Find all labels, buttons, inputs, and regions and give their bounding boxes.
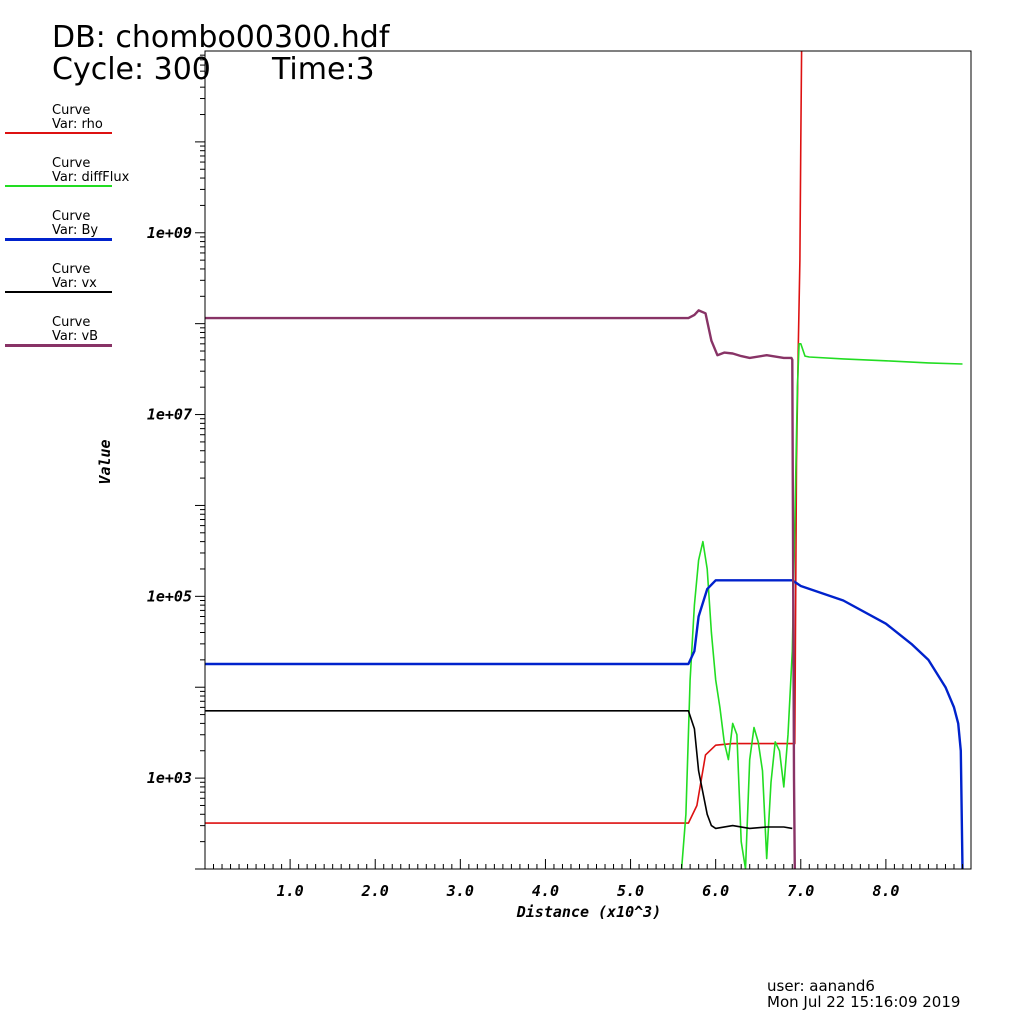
- legend-swatch: [5, 132, 112, 134]
- y-tick-label: 1e+09: [147, 224, 192, 242]
- legend-swatch: [5, 185, 112, 187]
- legend-var: Var: vx: [52, 276, 97, 291]
- x-axis: 1.0 2.0 3.0 4.0 5.0 6.0 7.0 8.0: [213, 859, 972, 900]
- legend-var: Var: rho: [52, 117, 103, 132]
- x-tick-label: 4.0: [532, 882, 559, 900]
- legend-title: Curve: [52, 315, 91, 330]
- x-tick-label: 3.0: [446, 882, 474, 900]
- footer-date: Mon Jul 22 15:16:09 2019: [767, 993, 961, 1011]
- db-label: DB: chombo00300.hdf: [52, 20, 390, 55]
- x-tick-label: 1.0: [277, 882, 304, 900]
- legend-title: Curve: [52, 262, 91, 277]
- legend-title: Curve: [52, 103, 91, 118]
- x-tick-label: 7.0: [787, 882, 814, 900]
- plot-frame: [204, 50, 972, 870]
- series-layer: [205, 51, 964, 869]
- y-axis-title: Value: [96, 439, 114, 484]
- series-line-vx: [205, 709, 793, 830]
- x-tick-label: 6.0: [702, 882, 729, 900]
- y-tick-label: 1e+03: [147, 769, 192, 787]
- x-tick-label: 2.0: [361, 882, 389, 900]
- y-tick-label: 1e+07: [147, 406, 192, 424]
- series-line-vb: [205, 309, 796, 869]
- legend-var: Var: By: [52, 223, 99, 238]
- footer-user: user: aanand6: [767, 977, 875, 995]
- time-label: Time:3: [272, 52, 375, 87]
- legend-var: Var: diffFlux: [52, 170, 130, 185]
- y-axis: 1e+03 1e+05 1e+07 1e+09: [147, 54, 205, 870]
- cycle-label: Cycle: 300: [52, 52, 211, 87]
- x-tick-label: 5.0: [617, 882, 644, 900]
- series-line-diffflux: [680, 342, 963, 869]
- legend-title: Curve: [52, 209, 91, 224]
- legend-swatch: [5, 238, 112, 241]
- legend-title: Curve: [52, 156, 91, 171]
- legend-swatch: [5, 344, 112, 347]
- legend-swatch: [5, 291, 112, 293]
- series-line-by: [205, 579, 964, 869]
- y-tick-label: 1e+05: [147, 587, 192, 605]
- x-tick-label: 8.0: [872, 882, 899, 900]
- series-line-rho: [205, 51, 803, 824]
- legend-var: Var: vB: [52, 329, 99, 344]
- cycle-time-line: Cycle: 300 Time:3: [52, 52, 375, 87]
- x-axis-title: Distance (x10^3): [516, 903, 662, 921]
